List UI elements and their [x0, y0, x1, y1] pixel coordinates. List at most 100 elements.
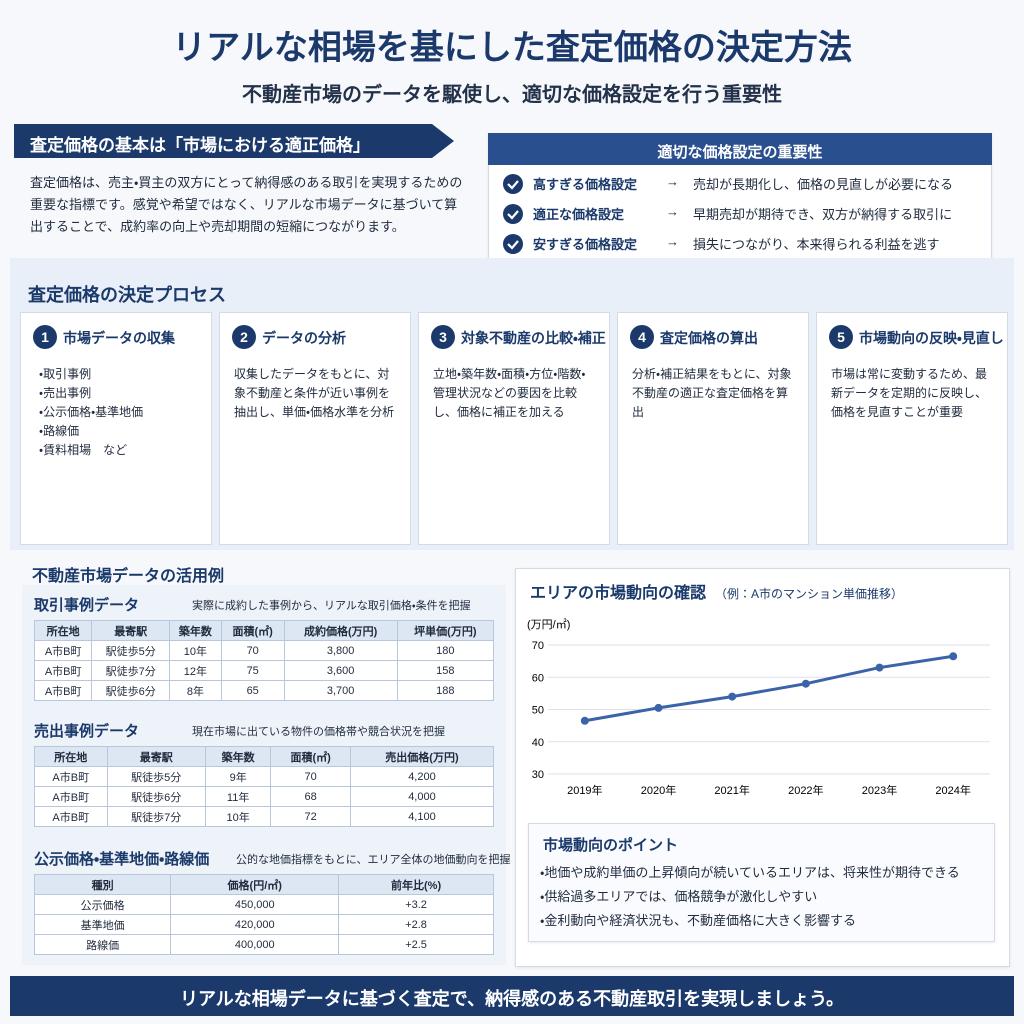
importance-label: 適正な価格設定 — [533, 207, 625, 222]
table-body: 種別 価格(円/㎡) 前年比(%) 公示価格 450,000 +3.2 基準地価 420,00… — [33, 874, 494, 955]
importance-text: 売却が長期化し、価格の見直しが必要になる — [693, 177, 954, 192]
table-row: 基準地価 420,000 +2.8 — [33, 914, 494, 935]
table-cell: 所在地 — [34, 746, 108, 767]
step-number: 3 — [431, 325, 455, 349]
footer-band — [10, 976, 1014, 1016]
step-title: データの分析 — [262, 330, 346, 346]
table-cell: 4,000 — [349, 786, 495, 807]
table-cell: 築年数 — [204, 746, 272, 767]
point — [801, 679, 810, 688]
table-title: 公示価格・基準地価・路線価 — [34, 851, 210, 868]
y-tick-label: 50 — [532, 705, 544, 717]
table-cell: A市B町 — [34, 806, 108, 827]
table-cell: 公示価格 — [33, 894, 172, 915]
table-cell: 9年 — [204, 766, 272, 787]
step-title: 市場データの収集 — [63, 330, 175, 346]
table-cell: +2.8 — [338, 914, 494, 935]
chart-title: エリアの市場動向の確認 — [530, 583, 706, 602]
step-title: 査定価格の算出 — [660, 330, 758, 346]
step-item: ・賃料相場 など — [39, 443, 128, 457]
table-cell: A市B町 — [34, 786, 108, 807]
table-cell: 420,000 — [170, 914, 340, 935]
x-tick-label: 2020年 — [641, 783, 676, 797]
table-cell: 65 — [220, 680, 285, 701]
table-cell: 駅徒歩7分 — [106, 806, 206, 827]
table-cell: 種別 — [33, 874, 172, 895]
table-cell: A市B町 — [33, 660, 93, 681]
table-cell: 最寄駅 — [91, 620, 171, 641]
chart-subtitle: （例：A市のマンション単価推移） — [715, 586, 903, 601]
point — [580, 716, 589, 725]
table-cell: 188 — [396, 680, 495, 701]
table-row: 所在地 最寄駅 築年数 面積(㎡) 売出価格(万円) — [34, 746, 495, 767]
table-body: 所在地 最寄駅 築年数 面積(㎡) 売出価格(万円) A市B町 駅徒歩5分 9年 70 4,200… — [34, 746, 495, 827]
table-cell: 450,000 — [170, 894, 340, 915]
table-cell: 駅徒歩7分 — [91, 660, 171, 681]
table-cell: 10年 — [204, 806, 272, 827]
y-tick-label: 30 — [532, 769, 544, 781]
table-cell: 面積(㎡) — [220, 620, 285, 641]
table-row: A市B町 駅徒歩7分 12年 75 3,600 158 — [33, 660, 495, 681]
y-tick-label: 60 — [532, 672, 544, 684]
point — [654, 703, 663, 712]
table-cell: 11年 — [204, 786, 272, 807]
step-item: ・取引事例 — [39, 367, 92, 381]
data-table: 所在地 最寄駅 築年数 面積(㎡) 成約価格(万円) 坪単価(万円) A市B町 駅徒歩5分 10… — [33, 620, 495, 701]
step-body: 立地・築年数・面積・方位・階数・管理状況などの要因を比較し、価格に補正を加える — [433, 367, 586, 419]
table-cell: 前年比(%) — [338, 874, 494, 895]
table-cell: 駅徒歩6分 — [106, 786, 206, 807]
step-card: 3 対象不動産の比較・補正立地・築年数・面積・方位・階数・管理状況などの要因を比較… — [418, 312, 610, 545]
table-cell: 10年 — [169, 640, 222, 661]
table-cell: 価格(円/㎡) — [170, 874, 340, 895]
table-cell: 成約価格(万円) — [283, 620, 398, 641]
step-card: 1 市場データの収集 ・取引事例 ・売出事例 ・公示価格・基準地価 ・路線価 ・賃料相場 な… — [20, 312, 212, 545]
table-note: 実際に成約した事例から、リアルな取引価格・条件を把握 — [192, 600, 471, 612]
step-title: 市場動向の反映・見直し — [859, 330, 1004, 346]
table-cell: A市B町 — [34, 766, 108, 787]
table-row: A市B町 駅徒歩6分 8年 65 3,700 188 — [33, 680, 495, 701]
table-cell: +2.5 — [338, 934, 494, 955]
point — [728, 692, 737, 701]
table-row: 種別 価格(円/㎡) 前年比(%) — [33, 874, 494, 895]
step-number: 2 — [232, 325, 256, 349]
table-cell: 4,200 — [349, 766, 495, 787]
point — [949, 652, 958, 661]
importance-header — [488, 133, 992, 165]
y-axis-label: (万円/㎡) — [527, 618, 570, 631]
table-cell: 158 — [396, 660, 495, 681]
step-title: 対象不動産の比較・補正 — [461, 330, 606, 346]
subtitle: 不動産市場のデータを駆使し、適切な価格設定を行う重要性 — [242, 84, 782, 106]
importance-label: 安すぎる価格設定 — [533, 237, 638, 252]
table-cell: 75 — [220, 660, 285, 681]
y-tick-label: 70 — [532, 640, 544, 652]
x-tick-label: 2019年 — [567, 783, 602, 797]
table-cell: +3.2 — [338, 894, 494, 915]
point-item: ・金利動向や経済状況も、不動産価格に大きく影響する — [540, 913, 857, 928]
points-heading: 市場動向のポイント — [543, 837, 679, 854]
process-heading: 査定価格の決定プロセス — [28, 285, 226, 305]
x-tick-label: 2024年 — [935, 783, 970, 797]
table-cell: 所在地 — [33, 620, 93, 641]
table-cell: 坪単価(万円) — [396, 620, 495, 641]
chart: エリアの市場動向の確認 （例：A市のマンション単価推移） (万円/㎡) 30 40 50 6… — [527, 583, 990, 797]
importance-arrow: → — [666, 234, 679, 249]
step-item: ・売出事例 — [39, 386, 92, 400]
table-cell: 68 — [270, 786, 351, 807]
table-row: A市B町 駅徒歩5分 10年 70 3,800 180 — [33, 640, 495, 661]
table-row: 所在地 最寄駅 築年数 面積(㎡) 成約価格(万円) 坪単価(万円) — [33, 620, 495, 641]
table-cell: 3,700 — [283, 680, 398, 701]
table-cell: 売出価格(万円) — [349, 746, 495, 767]
line — [584, 654, 954, 723]
basics-banner — [14, 124, 454, 158]
step-number: 4 — [630, 325, 654, 349]
table-note: 公的な地価指標をもとに、エリア全体の地価動向を把握 — [236, 854, 511, 866]
table-title: 売出事例データ — [34, 723, 140, 740]
table-row: A市B町 駅徒歩6分 11年 68 4,000 — [34, 786, 495, 807]
step-body: 分析・補正結果をもとに、対象不動産の適正な査定価格を算出 — [632, 367, 792, 419]
table-cell: 面積(㎡) — [270, 746, 351, 767]
table-cell: 400,000 — [170, 934, 340, 955]
table-cell: 築年数 — [169, 620, 222, 641]
step-card: 5 市場動向の反映・見直し 市場は常に変動するため、最新データを定期的に反映し、価格… — [816, 312, 1008, 545]
table-cell: 駅徒歩5分 — [91, 640, 171, 661]
